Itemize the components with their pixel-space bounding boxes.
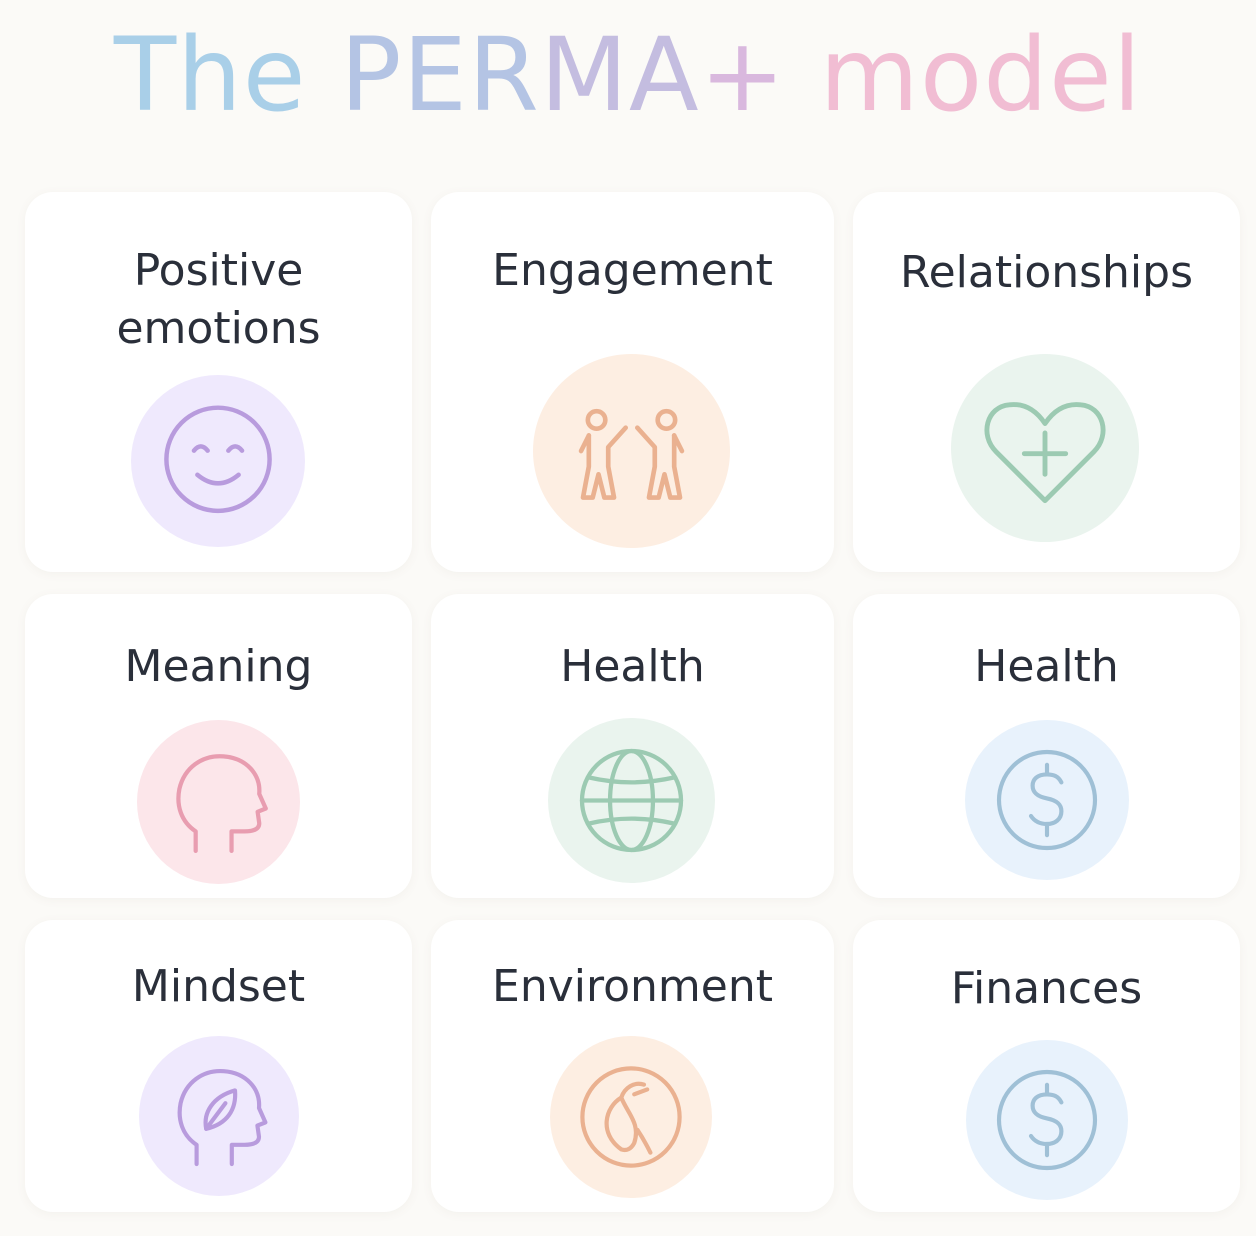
card-label: Positive emotions — [116, 245, 321, 354]
icon-badge — [548, 718, 715, 883]
icon-badge — [139, 1036, 299, 1196]
heart-plus-icon — [984, 402, 1106, 504]
smiley-face-icon — [164, 405, 272, 514]
title-word-the: The — [113, 16, 307, 135]
card-label: Engagement — [492, 245, 773, 296]
head-profile-icon — [176, 754, 268, 854]
dollar-coin-icon — [996, 749, 1098, 851]
icon-badge — [965, 720, 1129, 880]
icon-badge — [951, 354, 1139, 542]
icon-badge — [533, 354, 730, 548]
head-with-leaf-icon — [177, 1069, 268, 1167]
card-meaning: Meaning — [25, 594, 412, 898]
card-relationships: Relationships — [853, 192, 1240, 572]
dollar-coin-icon — [996, 1069, 1098, 1171]
title-word-model: model — [819, 16, 1143, 135]
title-perma-part-2: MA — [539, 16, 700, 135]
card-health-2: Health — [853, 594, 1240, 898]
title-plus: + — [699, 16, 787, 135]
card-label: Health — [560, 641, 705, 692]
icon-badge — [131, 375, 305, 547]
icon-badge — [550, 1036, 712, 1198]
icon-badge — [966, 1040, 1128, 1200]
card-mindset: Mindset — [25, 920, 412, 1212]
card-label: Relationships — [899, 247, 1194, 298]
card-label: Mindset — [131, 961, 306, 1012]
card-environment: Environment — [431, 920, 834, 1212]
leaf-in-circle-icon — [580, 1066, 682, 1168]
globe-icon — [579, 748, 684, 853]
card-health-1: Health — [431, 594, 834, 898]
card-label: Meaning — [124, 641, 313, 692]
card-positive-emotions: Positive emotions — [25, 192, 412, 572]
icon-badge — [137, 720, 300, 884]
card-finances: Finances — [853, 920, 1240, 1212]
card-label: Health — [974, 641, 1119, 692]
title-perma-part-1: PER — [340, 16, 540, 135]
card-label: Finances — [950, 963, 1143, 1014]
two-people-high-five-icon — [578, 408, 685, 500]
card-label: Environment — [492, 961, 773, 1012]
diagram-title: The PERMA+ model — [0, 14, 1256, 138]
card-engagement: Engagement — [431, 192, 834, 572]
